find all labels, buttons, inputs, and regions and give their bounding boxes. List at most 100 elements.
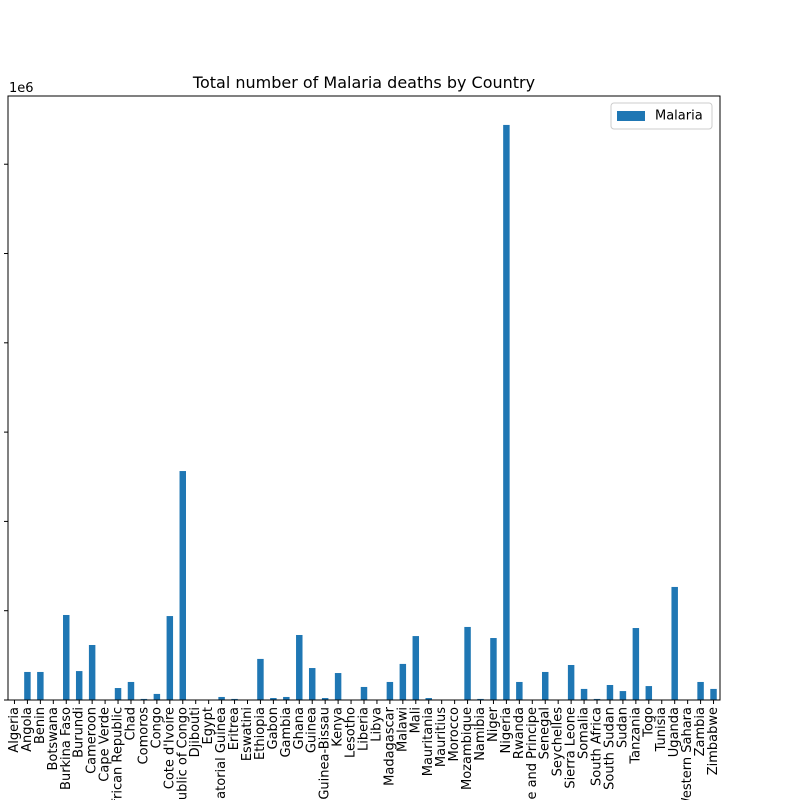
bar: [334, 673, 342, 700]
x-tick-label: Namibia: [473, 707, 488, 761]
x-tick-label: Morocco: [447, 707, 462, 761]
x-tick-label: Burundi: [72, 707, 87, 758]
offset-label: 1e6: [9, 81, 34, 96]
bar: [63, 614, 70, 700]
bar: [425, 698, 432, 700]
bar: [88, 644, 96, 700]
bar: [606, 684, 614, 700]
x-tick-label: Democratic Republic of Congo: [175, 707, 190, 800]
bar: [140, 698, 148, 700]
bar: [114, 688, 122, 700]
x-tick-label: Cameroon: [85, 707, 100, 774]
bar: [516, 681, 523, 700]
x-tick-label: Mozambique: [460, 707, 475, 790]
x-tick-label: Angola: [20, 707, 35, 752]
bar: [283, 696, 290, 700]
bar: [179, 471, 186, 700]
x-tick-label: Comoros: [136, 707, 151, 765]
bar: [127, 681, 135, 700]
x-tick-label: Gabon: [266, 707, 281, 750]
x-tick-label: Sierra Leone: [564, 707, 579, 789]
x-tick-label: Guinea-Bissau: [318, 707, 333, 800]
bar: [37, 671, 44, 700]
x-tick-label: Guinea: [305, 707, 320, 753]
x-tick-label: Kenya: [331, 707, 346, 747]
bar: [153, 693, 161, 700]
x-tick-label: Niger: [486, 706, 501, 742]
x-tick-label: Djibouti: [188, 707, 203, 757]
x-tick-label: Ghana: [292, 707, 307, 750]
bar: [386, 681, 394, 700]
bar: [257, 658, 264, 700]
x-tick-label: Uganda: [667, 707, 682, 757]
bar: [490, 638, 497, 700]
x-tick-label: Malawi: [395, 707, 410, 752]
x-tick-label: Rwanda: [512, 707, 527, 759]
bar: [270, 698, 277, 700]
bar: [619, 691, 627, 700]
x-tick-label: Zimbabwe: [706, 707, 721, 775]
x-tick-label: Gambia: [279, 707, 294, 758]
bar: [399, 663, 407, 700]
bar: [671, 586, 678, 700]
x-tick-label: Central African Republic: [111, 707, 126, 800]
bar: [632, 628, 640, 700]
x-tick-label: Algeria: [7, 707, 22, 753]
bar: [24, 671, 31, 700]
plot-frame: [7, 95, 721, 701]
x-tick-label: Liberia: [357, 707, 372, 751]
x-tick-label: Cape Verde: [98, 707, 113, 782]
bar: [464, 626, 471, 700]
x-tick-label: Botswana: [46, 707, 61, 771]
x-tick-label: Sudan: [615, 707, 630, 748]
x-tick-label: Senegal: [538, 707, 553, 759]
chart-title: Total number of Malaria deaths by Countr…: [192, 73, 535, 92]
bar: [477, 698, 484, 700]
x-tick-label: Tunisia: [654, 707, 669, 752]
x-tick-label: South Sudan: [602, 707, 617, 790]
bar: [75, 671, 83, 700]
x-tick-label: Mali: [408, 707, 423, 733]
bar: [412, 636, 420, 700]
x-tick-label: Congo: [149, 707, 164, 749]
bar: [321, 698, 329, 700]
x-tick-label: Madagascar: [382, 706, 397, 786]
bar: [308, 668, 316, 700]
bar: [166, 616, 174, 700]
x-tick-label: Zambia: [693, 707, 708, 756]
legend-box: [610, 102, 713, 130]
bar: [710, 688, 717, 700]
x-tick-label: Togo: [641, 707, 656, 738]
x-tick-label: Equatorial Guinea: [214, 707, 229, 800]
x-tick-label: Mauritius: [434, 707, 449, 767]
x-tick-label: Eswatini: [240, 707, 255, 761]
x-tick-label: Benin: [33, 707, 48, 744]
x-tick-label: Sao Tome and Principe: [525, 707, 540, 800]
bar: [645, 686, 653, 700]
x-tick-label: Tanzania: [628, 707, 643, 765]
x-tick-label: Chad: [123, 707, 138, 741]
legend-swatch: [617, 111, 645, 121]
x-tick-label: Somalia: [577, 707, 592, 759]
x-tick-label: Egypt: [201, 707, 216, 745]
x-tick-label: Lesotho: [344, 707, 359, 758]
x-tick-label: Eritrea: [227, 707, 242, 750]
bar: [593, 698, 601, 700]
x-tick-label: Mauritania: [421, 707, 436, 776]
bar: [697, 681, 704, 700]
x-tick-label: South Africa: [590, 707, 605, 786]
bar: [503, 124, 510, 700]
x-tick-label: Ethiopia: [253, 707, 268, 760]
x-tick-label: Libya: [369, 707, 384, 742]
bar: [231, 698, 238, 700]
legend-label: Malaria: [655, 109, 703, 124]
bar: [360, 686, 368, 700]
bar: [296, 634, 303, 700]
x-tick-label: Cote d'Ivoire: [162, 707, 177, 789]
bar: [580, 688, 588, 700]
bar: [567, 664, 575, 700]
x-tick-label: Seychelles: [551, 707, 566, 777]
bar: [542, 671, 549, 700]
x-tick-label: Nigeria: [499, 707, 514, 754]
